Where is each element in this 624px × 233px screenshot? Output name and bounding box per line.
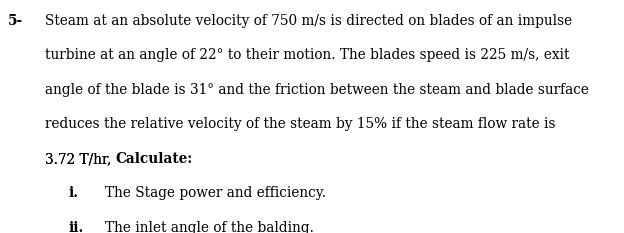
Text: The Stage power and efficiency.: The Stage power and efficiency.: [105, 186, 326, 200]
Text: Steam at an absolute velocity of 750 m/s is directed on blades of an impulse: Steam at an absolute velocity of 750 m/s…: [45, 14, 572, 28]
Text: reduces the relative velocity of the steam by 15% if the steam flow rate is: reduces the relative velocity of the ste…: [45, 117, 555, 131]
Text: 3.72 T/hr,: 3.72 T/hr,: [45, 152, 115, 166]
Text: 5-: 5-: [7, 14, 22, 28]
Text: Calculate:: Calculate:: [115, 152, 193, 166]
Text: turbine at an angle of 22° to their motion. The blades speed is 225 m/s, exit: turbine at an angle of 22° to their moti…: [45, 48, 570, 62]
Text: The inlet angle of the balding.: The inlet angle of the balding.: [105, 221, 314, 233]
Text: ii.: ii.: [69, 221, 84, 233]
Text: angle of the blade is 31° and the friction between the steam and blade surface: angle of the blade is 31° and the fricti…: [45, 83, 589, 97]
Text: 3.72 T/hr,: 3.72 T/hr,: [45, 152, 115, 166]
Text: i.: i.: [69, 186, 79, 200]
